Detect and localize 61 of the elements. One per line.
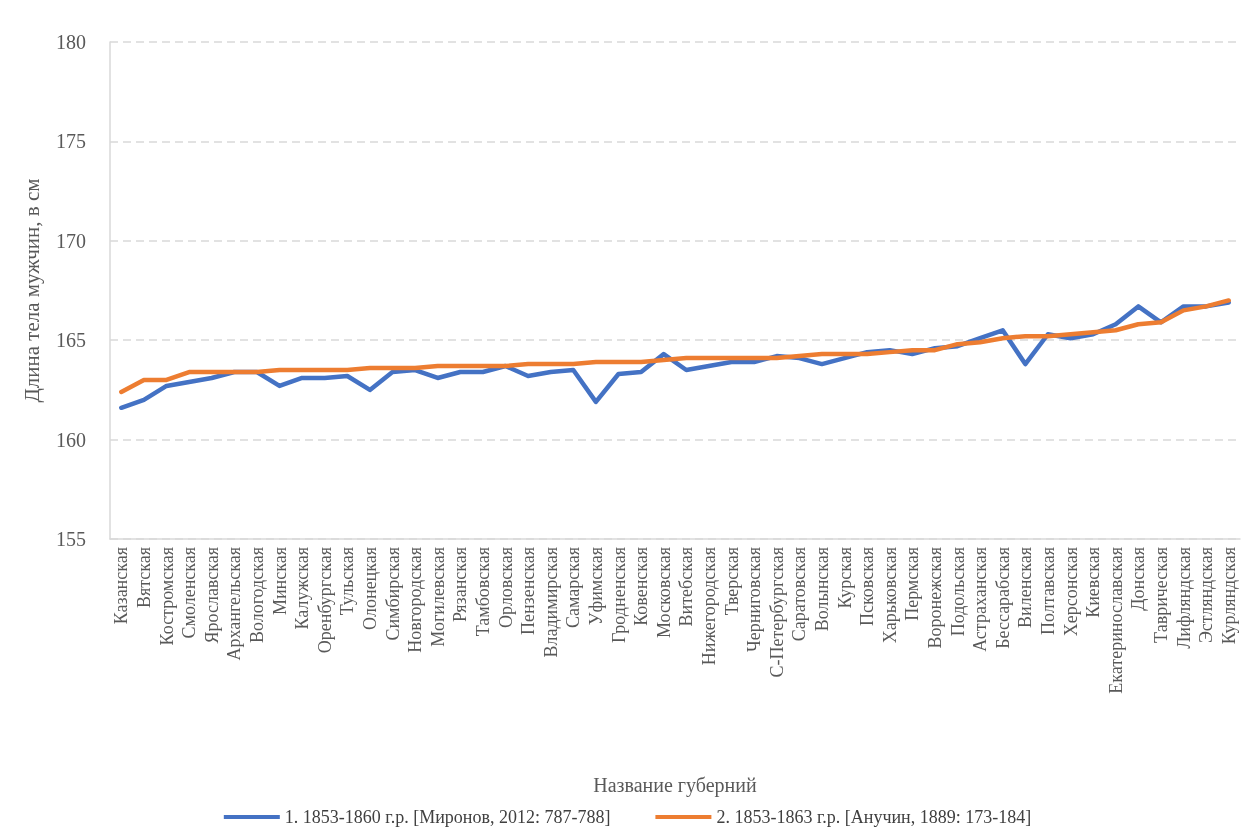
x-tick-label: Астраханская: [970, 547, 991, 652]
x-tick-label: Харьковская: [879, 547, 900, 644]
x-tick-label: Псковская: [857, 547, 878, 626]
y-tick-label: 175: [56, 130, 86, 153]
x-tick-label: Екатеринославская: [1105, 547, 1126, 694]
x-tick-label: Нижегородская: [698, 547, 719, 666]
x-tick-label: Самарская: [563, 547, 584, 628]
x-tick-label: Владимирская: [540, 547, 561, 658]
x-tick-label: Калужская: [292, 547, 313, 630]
x-tick-label: Вологодская: [246, 547, 267, 644]
x-tick-label: Пермская: [902, 547, 923, 621]
x-tick-label: Тульская: [337, 547, 358, 616]
x-tick-label: Эстляндская: [1196, 547, 1217, 644]
x-tick-label: Черниговская: [744, 547, 765, 653]
x-tick-label: Могилевская: [427, 547, 448, 647]
y-tick-label: 155: [56, 528, 86, 550]
legend-label: 1. 1853-1860 г.р. [Миронов, 2012: 787-788]: [284, 807, 611, 827]
x-tick-label: Вятская: [133, 547, 154, 609]
x-tick-label: Гродненская: [608, 547, 629, 643]
x-axis-title: Название губерний: [593, 774, 757, 797]
x-tick-label: Киевская: [1083, 547, 1104, 618]
x-tick-label: Архангельская: [224, 547, 245, 661]
x-tick-label: Донская: [1128, 547, 1149, 611]
x-tick-label: Уфимская: [585, 547, 606, 626]
x-tick-label: Бессарабская: [992, 547, 1013, 649]
x-tick-label: Тверская: [721, 547, 742, 616]
y-tick-label: 160: [56, 428, 86, 451]
x-tick-label: Смоленская: [179, 547, 200, 639]
x-tick-label: Тамбовская: [472, 547, 493, 637]
x-tick-label: Ковенская: [631, 547, 652, 626]
x-tick-label: Курляндская: [1218, 547, 1239, 645]
x-tick-label: Виленская: [1015, 547, 1036, 628]
x-tick-label: Московская: [653, 547, 674, 638]
x-tick-label: Херсонская: [1060, 547, 1081, 637]
x-tick-label: Симбирская: [382, 547, 403, 641]
x-tick-label: Рязанская: [450, 547, 471, 623]
x-tick-label: Орловская: [495, 547, 516, 628]
x-tick-label: С-Петербургская: [766, 547, 787, 678]
x-tick-label: Оренбургская: [314, 547, 335, 654]
legend-label: 2. 1853-1863 г.р. [Анучин, 1889: 173-184]: [716, 807, 1032, 827]
x-tick-label: Витебская: [676, 547, 697, 627]
x-tick-label: Олонецкая: [359, 547, 380, 630]
x-tick-label: Полтавская: [1037, 547, 1058, 635]
x-tick-label: Подольская: [947, 547, 968, 637]
y-tick-label: 180: [56, 31, 86, 53]
x-tick-label: Казанская: [111, 547, 132, 625]
y-tick-label: 170: [56, 229, 86, 252]
y-axis-title: Длина тела мужчин, в см: [19, 178, 44, 403]
x-tick-label: Курская: [834, 547, 855, 609]
x-tick-label: Саратовская: [789, 547, 810, 642]
x-tick-label: Таврическая: [1150, 547, 1171, 643]
x-tick-label: Новгородская: [405, 547, 426, 653]
x-tick-label: Пензенская: [518, 547, 539, 636]
y-tick-label: 165: [56, 329, 86, 352]
x-tick-label: Ярославская: [201, 547, 222, 644]
x-tick-label: Костромская: [156, 547, 177, 646]
line-series: [119, 298, 1231, 395]
x-tick-label: Волынская: [811, 547, 832, 632]
x-tick-label: Минская: [269, 547, 290, 616]
x-tick-label: Воронежская: [924, 547, 945, 649]
x-tick-label: Лифляндская: [1173, 547, 1194, 649]
